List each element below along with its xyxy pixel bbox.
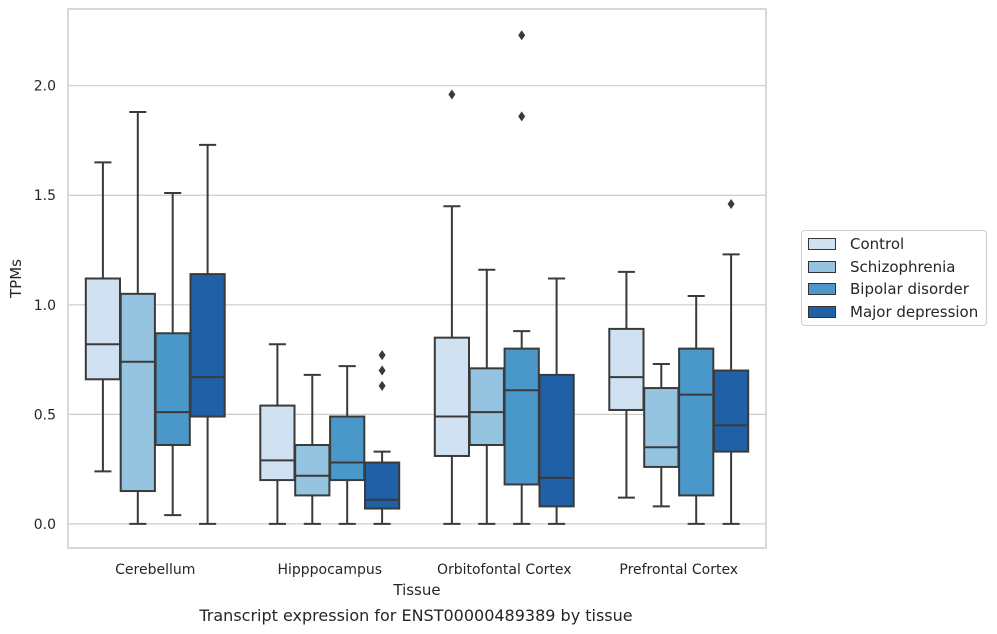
outlier-point xyxy=(518,111,526,122)
box-body xyxy=(503,347,540,486)
box-body xyxy=(119,292,156,493)
legend-swatch xyxy=(808,238,836,251)
box-body xyxy=(363,461,401,510)
x-tick-label: Cerebellum xyxy=(115,562,195,578)
outlier-point xyxy=(378,365,386,376)
box-schizophrenia-2 xyxy=(468,268,505,525)
y-tick-label: 1.5 xyxy=(34,188,56,204)
box-bipolar-disorder-3 xyxy=(678,295,715,525)
box-bipolar-disorder-2 xyxy=(503,30,540,525)
box-control-2 xyxy=(433,89,471,525)
legend-label: Schizophrenia xyxy=(850,257,956,276)
box-body xyxy=(643,387,680,468)
legend-label: Bipolar disorder xyxy=(850,280,969,299)
box-body xyxy=(678,347,715,497)
box-control-0 xyxy=(84,161,122,473)
box-schizophrenia-1 xyxy=(294,373,331,525)
x-tick-label: Orbitofontal Cortex xyxy=(437,562,572,578)
box-body xyxy=(84,277,122,381)
legend-swatch xyxy=(808,305,836,318)
legend-item: Bipolar disorder xyxy=(802,278,986,301)
legend-swatch xyxy=(808,283,836,296)
legend-label: Major depression xyxy=(850,302,979,321)
outlier-point xyxy=(518,30,526,41)
outlier-point xyxy=(448,89,456,100)
legend-item: Schizophrenia xyxy=(802,256,986,279)
legend: Control Schizophrenia Bipolar disorder Majo… xyxy=(801,230,987,326)
x-axis-label: Tissue xyxy=(392,581,440,599)
box-schizophrenia-0 xyxy=(119,110,156,525)
box-body xyxy=(329,415,366,482)
y-tick-label: 0.0 xyxy=(34,517,56,533)
box-body xyxy=(538,373,575,508)
y-axis-label: TPMs xyxy=(7,259,25,299)
box-major-depression-2 xyxy=(538,277,575,525)
y-tick-label: 0.5 xyxy=(34,407,56,423)
legend-item: Major depression xyxy=(802,301,986,324)
box-bipolar-disorder-1 xyxy=(329,365,366,525)
y-tick-label: 1.0 xyxy=(34,298,56,314)
legend-swatch xyxy=(808,260,836,273)
outlier-point xyxy=(378,380,386,391)
legend-item: Control xyxy=(802,233,986,256)
outlier-point xyxy=(378,350,386,361)
plot-frame xyxy=(67,8,767,549)
box-major-depression-1 xyxy=(363,350,401,525)
box-major-depression-0 xyxy=(189,143,226,525)
x-tick-label: Prefrontal Cortex xyxy=(619,562,738,578)
figure-caption: Transcript expression for ENST0000048938… xyxy=(199,606,633,625)
box-body xyxy=(259,404,296,482)
box-major-depression-3 xyxy=(712,199,750,525)
box-body xyxy=(189,273,226,418)
box-body xyxy=(712,369,750,453)
y-tick-label: 2.0 xyxy=(34,79,56,95)
legend-label: Control xyxy=(850,235,905,254)
box-control-1 xyxy=(259,343,296,525)
box-body xyxy=(154,332,191,447)
box-schizophrenia-3 xyxy=(643,362,680,508)
box-body xyxy=(468,367,505,447)
box-body xyxy=(433,336,471,457)
outlier-point xyxy=(727,199,735,210)
box-bipolar-disorder-0 xyxy=(154,192,191,517)
x-tick-label: Hipppocampus xyxy=(277,562,382,578)
box-body xyxy=(294,444,331,497)
box-body xyxy=(608,327,645,411)
box-control-3 xyxy=(608,270,645,499)
